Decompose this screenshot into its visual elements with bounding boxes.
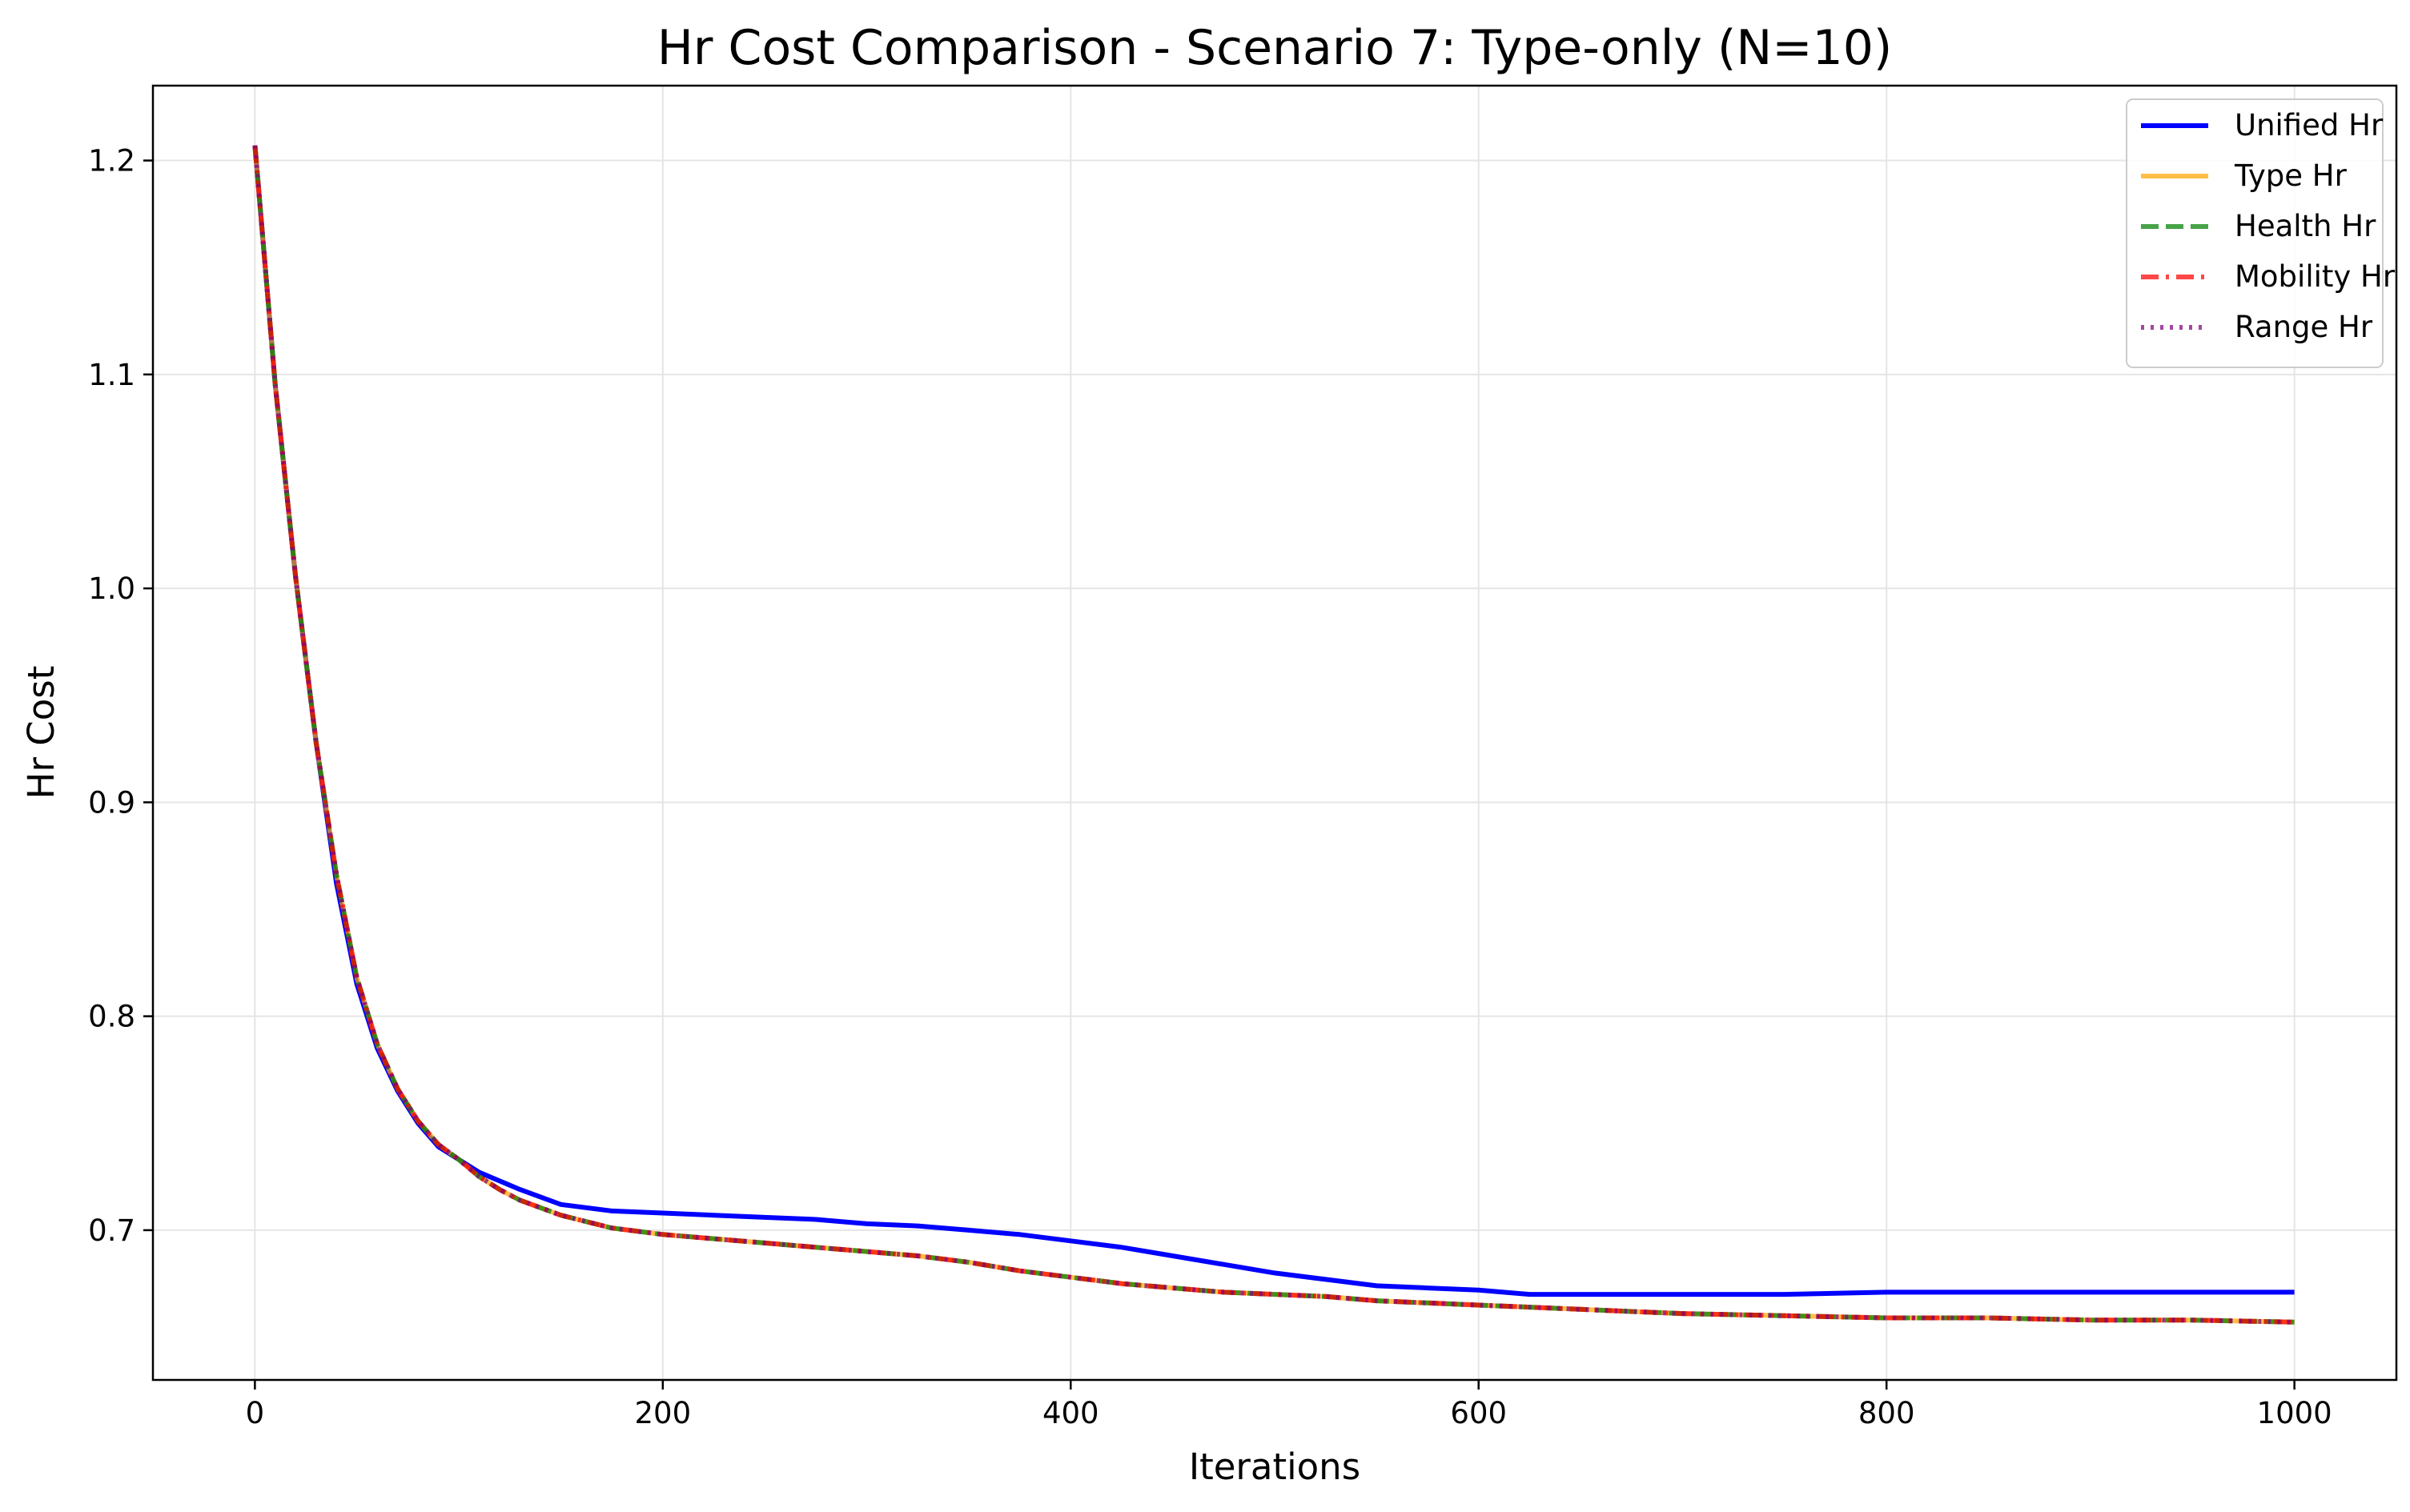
legend-label-range-hr: Range Hr xyxy=(2235,310,2373,344)
legend-label-mobility-hr: Mobility Hr xyxy=(2235,259,2396,294)
x-tick-label-400: 400 xyxy=(1042,1396,1099,1430)
x-tick-label-800: 800 xyxy=(1858,1396,1915,1430)
x-tick-label-200: 200 xyxy=(635,1396,692,1430)
legend-label-type-hr: Type Hr xyxy=(2234,158,2348,193)
legend-label-health-hr: Health Hr xyxy=(2235,209,2376,243)
plot-series xyxy=(252,145,2295,1325)
legend-label-unified-hr: Unified Hr xyxy=(2235,108,2384,142)
legend-box xyxy=(2126,98,2384,368)
y-tick-label-1-0: 1.0 xyxy=(88,572,135,606)
legend: Unified Hr Type Hr Health Hr Mobility Hr Ran… xyxy=(2126,98,2396,368)
y-tick-label-0-9: 0.9 xyxy=(88,785,135,820)
x-tick-label-600: 600 xyxy=(1450,1396,1507,1430)
x-tick-label-1000: 1000 xyxy=(2257,1396,2332,1430)
y-tick-label-1-2: 1.2 xyxy=(88,144,135,178)
y-tick-label-0-8: 0.8 xyxy=(88,1000,135,1034)
x-tick-label-0: 0 xyxy=(246,1396,265,1430)
y-axis-label: Hr Cost xyxy=(20,666,62,800)
plot-frame xyxy=(151,84,2398,1382)
chart-title: Hr Cost Comparison - Scenario 7: Type-on… xyxy=(657,20,1893,76)
axis-ticks: 0 200 400 600 800 1000 0.7 0.8 0.9 1.0 1.1 1.2 xyxy=(88,144,2332,1430)
y-tick-label-1-1: 1.1 xyxy=(88,358,135,392)
series-line-range-hr xyxy=(252,145,2295,1325)
x-axis-label: Iterations xyxy=(1189,1446,1360,1488)
y-tick-label-0-7: 0.7 xyxy=(88,1213,135,1248)
